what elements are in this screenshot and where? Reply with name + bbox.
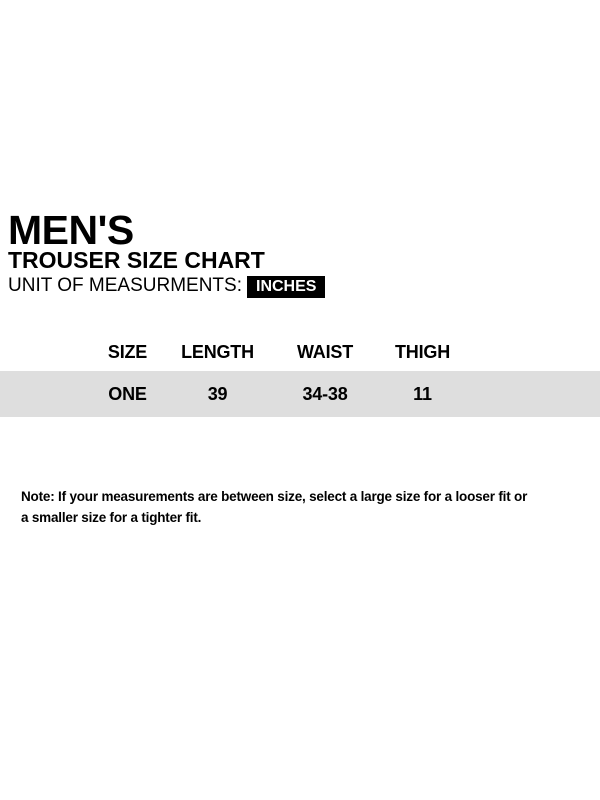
note-line-2: a smaller size for a tighter fit. <box>21 510 202 525</box>
cell-waist: 34-38 <box>302 383 348 404</box>
cell-thigh: 11 <box>413 383 432 404</box>
unit-value-badge: INCHES <box>247 276 326 298</box>
unit-of-measurement-line: UNIT OF MEASURMENTS: INCHES <box>8 274 326 298</box>
cell-size: ONE <box>108 383 147 404</box>
table-row: ONE 39 34-38 11 <box>0 371 600 417</box>
note-line-1: Note: If your measurements are between s… <box>21 489 528 504</box>
table-header-row: SIZE LENGTH WAIST THIGH <box>0 336 600 368</box>
column-header-length: LENGTH <box>181 341 254 362</box>
cell-length: 39 <box>207 383 228 404</box>
column-header-thigh: THIGH <box>395 341 450 362</box>
column-header-size: SIZE <box>107 341 148 362</box>
unit-label: UNIT OF MEASURMENTS: <box>8 275 242 296</box>
size-table: SIZE LENGTH WAIST THIGH ONE 39 34-38 11 <box>0 336 600 417</box>
page-subtitle: TROUSER SIZE CHART <box>8 247 265 273</box>
note-text: Note: If your measurements are between s… <box>21 486 527 528</box>
column-header-waist: WAIST <box>297 341 353 362</box>
page-title: MEN'S <box>8 207 134 253</box>
